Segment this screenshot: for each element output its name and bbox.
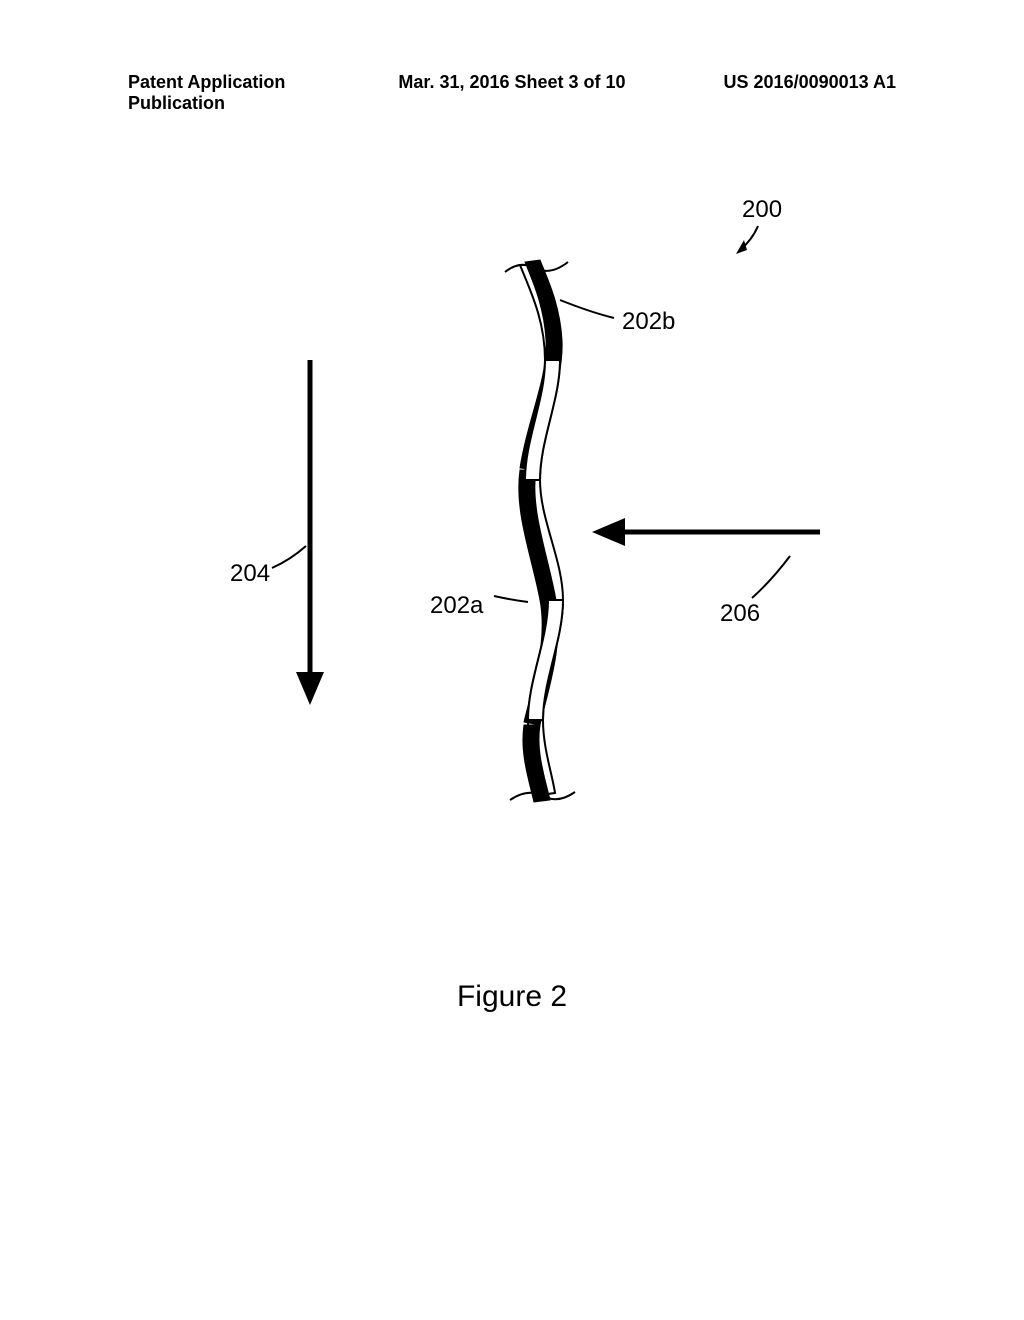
header-date-sheet: Mar. 31, 2016 Sheet 3 of 10 bbox=[384, 72, 640, 114]
label-202a: 202a bbox=[430, 592, 483, 620]
label-204: 204 bbox=[230, 560, 270, 588]
page-header: Patent Application Publication Mar. 31, … bbox=[0, 72, 1024, 114]
label-206: 206 bbox=[720, 600, 760, 628]
leader-202a bbox=[494, 596, 528, 602]
label-202b: 202b bbox=[622, 308, 675, 336]
leader-206 bbox=[752, 556, 790, 598]
figure-area: 200 202b 202a 204 206 bbox=[0, 160, 1024, 960]
header-pub-number: US 2016/0090013 A1 bbox=[640, 72, 896, 114]
leader-202b bbox=[560, 300, 614, 318]
arrow-down-head bbox=[296, 672, 324, 705]
figure-svg bbox=[0, 160, 1024, 960]
label-200: 200 bbox=[742, 196, 782, 224]
leader-204 bbox=[272, 546, 306, 568]
arrow-left-head bbox=[592, 518, 625, 546]
figure-caption: Figure 2 bbox=[0, 980, 1024, 1014]
leader-200-head bbox=[736, 240, 747, 254]
header-publication-type: Patent Application Publication bbox=[128, 72, 384, 114]
